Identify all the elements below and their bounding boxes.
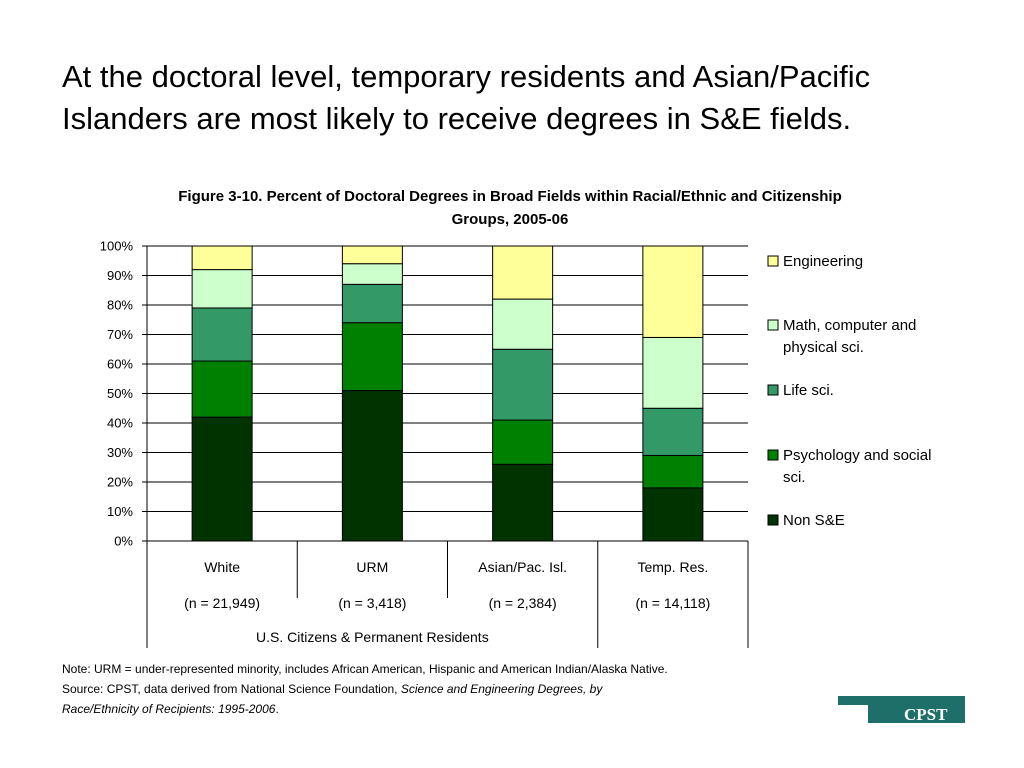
legend-label: physical sci. [783,339,864,356]
legend-swatch [767,514,779,526]
x-category-count: (n = 14,118) [635,595,710,611]
bar-segment [341,245,403,265]
legend-swatch [767,255,779,267]
bar-segment [642,487,704,542]
bar-segment [492,463,554,542]
bar-segment [191,360,253,418]
source-suffix: . [275,702,279,716]
y-tick-label: 40% [107,416,133,431]
figure-title: Figure 3-10. Percent of Doctoral Degrees… [178,188,842,228]
slide-title: At the doctoral level, temporary residen… [62,59,871,136]
bar-segment [341,283,403,324]
y-tick-label: 0% [114,534,133,549]
legend-label: sci. [783,469,806,486]
source-line: Source: CPST, data derived from National… [62,679,822,699]
bar-segment [341,322,403,392]
bar-segment [191,307,253,362]
note-line: Note: URM = under-represented minority, … [62,662,668,676]
stacked-bar-chart: 0% 10% 20% 30% 40% 50% 60% 70% 80% 90% 100% White (n… [100,239,931,648]
x-category-count: (n = 3,418) [338,595,406,611]
x-category-count: (n = 21,949) [184,595,260,611]
legend-label: Psychology and social [783,447,931,464]
y-tick-label: 100% [100,239,134,254]
y-tick-label: 20% [107,475,133,490]
bar-segment [492,419,554,465]
bar-segment [191,416,253,542]
bar-segment [492,348,554,421]
bar-segment [492,245,554,300]
bar-segment [492,298,554,350]
bar-segment [191,245,253,271]
legend-label: Life sci. [783,382,834,399]
bar-segment [191,269,253,309]
bar-segment [341,263,403,285]
logo-bar-top [838,696,965,705]
x-category-label: URM [356,559,388,575]
source-prefix: Source: CPST, data derived from National… [62,682,401,696]
x-group-label: U.S. Citizens & Permanent Residents [256,629,489,645]
bar-segment [642,245,704,338]
x-category-label: Temp. Res. [637,559,708,575]
y-tick-label: 80% [107,298,133,313]
y-tick-label: 30% [107,445,133,460]
bar-segment [642,454,704,489]
legend-swatch [767,384,779,396]
legend-swatch [767,319,779,331]
source-notes: Note: URM = under-represented minority, … [62,659,822,719]
logo-bar-bottom [868,705,965,723]
x-category-label: White [204,559,240,575]
y-tick-label: 90% [107,268,133,283]
source-title-part1: Science and Engineering Degrees, by [400,682,603,696]
x-category-label: Asian/Pac. Isl. [478,559,567,575]
source-title-part2: Race/Ethnicity of Recipients: 1995-2006 [62,702,276,716]
source-line-2: Race/Ethnicity of Recipients: 1995-2006. [62,699,822,719]
y-tick-label: 10% [107,504,133,519]
bar-segment [642,336,704,409]
y-tick-label: 60% [107,357,133,372]
legend-swatch [767,449,779,461]
cpst-logo: CPST [838,696,965,724]
y-tick-label: 70% [107,327,133,342]
bar-segment [642,407,704,456]
legend-label: Math, computer and [783,317,916,334]
y-tick-label: 50% [107,386,133,401]
x-category-count: (n = 2,384) [489,595,557,611]
legend-label: Non S&E [783,512,845,529]
logo-text: CPST [904,705,948,724]
legend-label: Engineering [783,253,863,270]
bar-segment [341,390,403,542]
